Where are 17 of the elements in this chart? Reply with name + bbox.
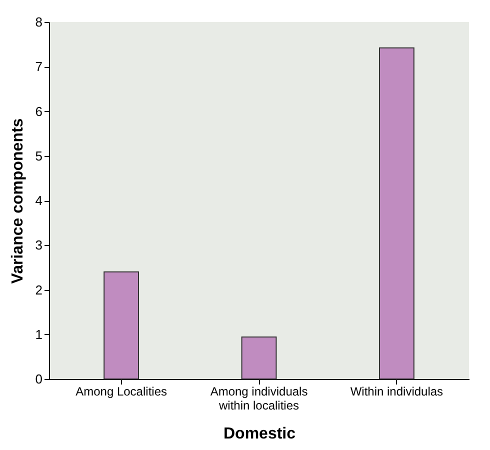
y-tick-label: 4 (35, 193, 42, 208)
x-tick-label: Within individulas (350, 384, 444, 398)
y-tick-label: 0 (35, 372, 42, 386)
y-tick-label: 6 (35, 104, 42, 119)
x-axis-title: Domestic (223, 426, 296, 442)
x-tick-label: Among Localities (76, 384, 167, 398)
x-tick-label: Among individuals within localities (210, 384, 308, 412)
y-tick-label: 3 (35, 238, 42, 253)
y-tick-label: 1 (35, 326, 42, 342)
y-tick-label: 8 (35, 14, 42, 30)
y-tick-label: 5 (35, 148, 42, 164)
y-tick-label: 2 (35, 282, 42, 298)
bar (241, 336, 277, 380)
bar (104, 271, 140, 380)
y-axis-title: Variance components (9, 118, 26, 284)
bar (378, 47, 414, 380)
y-tick-label: 7 (35, 59, 42, 74)
